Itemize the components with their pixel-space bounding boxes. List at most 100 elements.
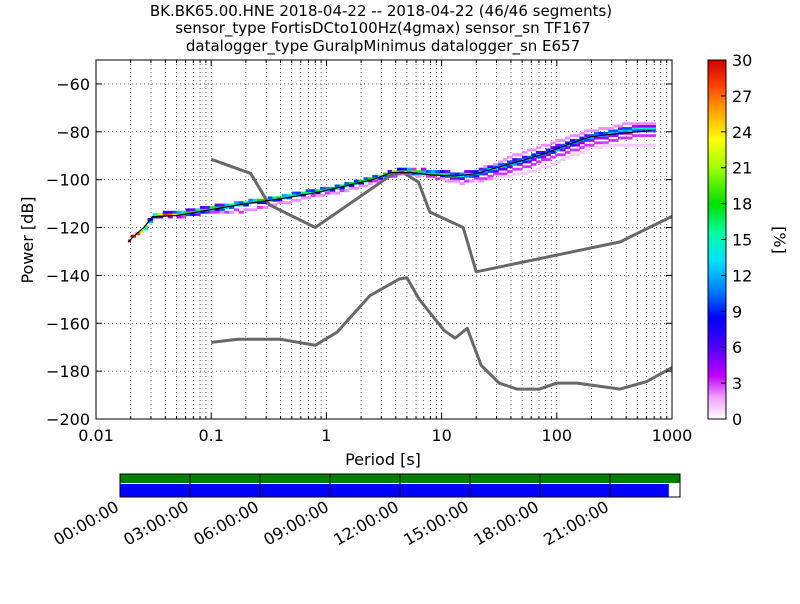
colorbar-tick-label: 9 <box>732 302 742 321</box>
timeline-tick-label: 12:00:00 <box>330 497 402 549</box>
psd-cell <box>584 148 590 152</box>
psd-cell <box>637 134 643 138</box>
psd-cell <box>588 136 595 140</box>
psd-cell <box>387 172 393 176</box>
psd-cell <box>300 191 307 195</box>
psd-cell <box>257 205 264 209</box>
psd-cell <box>584 138 590 142</box>
psd-cell <box>219 203 225 207</box>
psd-cell <box>502 165 508 169</box>
psd-cell <box>642 143 647 147</box>
psd-cell <box>368 177 373 181</box>
psd-cell <box>565 146 571 150</box>
psd-cell <box>200 210 206 214</box>
psd-cell <box>608 127 614 130</box>
psd-cell <box>622 136 628 140</box>
psd-cell <box>622 129 628 133</box>
psd-cell <box>526 158 532 162</box>
psd-cell <box>618 129 623 133</box>
psd-cell <box>315 189 321 193</box>
psd-cell <box>632 122 638 126</box>
psd-cell <box>204 210 211 214</box>
psd-cell <box>262 205 269 209</box>
psd-cell <box>627 136 633 140</box>
timeline-tick-label: 18:00:00 <box>470 497 542 549</box>
psd-cell <box>545 148 551 152</box>
psd-cell <box>339 184 345 188</box>
psd-cell <box>642 124 647 128</box>
psd-cell <box>560 158 566 162</box>
psd-cell <box>464 172 470 176</box>
psd-cell <box>487 177 494 181</box>
psd-cell <box>512 158 518 162</box>
colorbar-tick-label: 0 <box>732 410 742 429</box>
psd-cell <box>646 127 651 130</box>
psd-cell <box>650 129 656 133</box>
psd-cell <box>219 210 225 214</box>
psd-cell <box>526 165 532 169</box>
psd-cell <box>545 165 551 169</box>
psd-cell <box>650 127 656 130</box>
psd-cell <box>383 172 389 176</box>
psd-cell <box>584 143 590 147</box>
psd-cell <box>464 179 470 183</box>
psd-cell <box>550 146 556 150</box>
psd-cell <box>348 184 355 188</box>
psd-cell <box>593 131 599 135</box>
psd-cell <box>531 170 537 173</box>
y-axis-label: Power [dB] <box>18 196 37 283</box>
psd-cell <box>363 177 369 181</box>
psd-cell <box>464 174 470 178</box>
psd-cell <box>541 158 547 162</box>
psd-cell <box>598 146 604 150</box>
psd-cell <box>276 198 283 202</box>
psd-cell <box>579 150 585 154</box>
psd-cell <box>512 153 518 157</box>
psd-cell <box>358 182 365 185</box>
psd-cell <box>454 177 460 181</box>
x-axis-ticks: 0.01 0.1 1 10 100 1000 <box>78 60 692 445</box>
timeline-tick-label: 15:00:00 <box>400 497 472 549</box>
psd-cell <box>143 227 149 231</box>
psd-cell <box>181 210 187 214</box>
psd-cell <box>536 160 542 164</box>
psd-cell <box>440 177 446 181</box>
psd-cell <box>569 134 576 138</box>
psd-cell <box>498 174 504 178</box>
psd-cell <box>176 215 182 219</box>
psd-cell <box>209 205 216 209</box>
psd-cell <box>598 136 604 140</box>
psd-cell <box>493 162 499 166</box>
psd-cell <box>502 174 508 178</box>
psd-cell <box>435 177 441 181</box>
psd-cell <box>555 148 561 152</box>
psd-cell <box>627 131 633 135</box>
psd-cell <box>425 174 431 178</box>
psd-cell <box>650 134 656 138</box>
psd-cell <box>167 213 173 217</box>
psd-cell <box>560 148 566 152</box>
psd-cell <box>262 201 269 205</box>
mean-curve <box>127 130 651 243</box>
psd-cell <box>440 172 446 176</box>
psd-cell <box>637 129 643 133</box>
psd-cell <box>267 196 273 200</box>
psd-cell <box>396 167 403 171</box>
psd-cell <box>541 155 547 159</box>
y-tick-label: −160 <box>46 314 90 333</box>
psd-cell <box>469 179 475 183</box>
psd-cell <box>545 143 551 147</box>
psd-cell <box>531 153 537 157</box>
psd-cell <box>613 134 619 138</box>
psd-cell <box>531 148 537 152</box>
psd-cell <box>425 172 431 176</box>
psd-cell <box>478 170 484 173</box>
psd-cell <box>498 172 504 176</box>
psd-cell <box>257 198 264 202</box>
x-tick-label: 0.1 <box>198 426 223 445</box>
psd-cell <box>469 174 475 178</box>
psd-cell <box>622 122 628 126</box>
psd-cell <box>315 194 321 197</box>
psd-cell <box>195 213 201 217</box>
psd-cell <box>650 122 656 126</box>
